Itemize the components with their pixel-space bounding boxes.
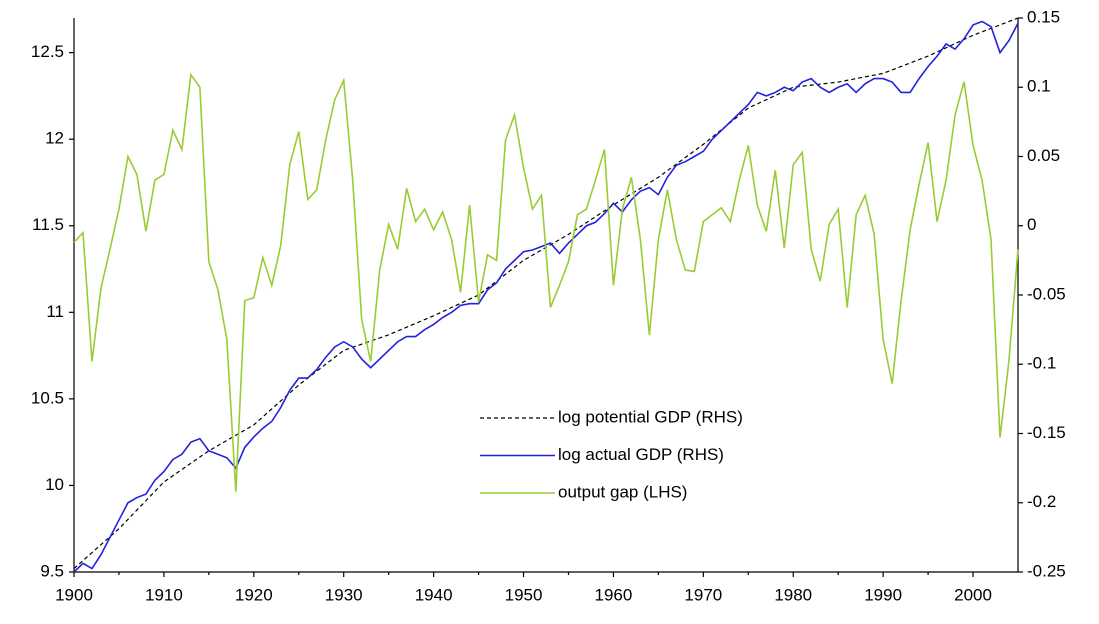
- x-tick-label: 1930: [325, 585, 363, 604]
- x-tick-label: 1940: [415, 585, 453, 604]
- y-tick-label: 12: [45, 129, 64, 148]
- y2-tick-label: -0.05: [1027, 284, 1066, 303]
- x-tick-label: 1950: [505, 585, 543, 604]
- x-tick-label: 1980: [774, 585, 812, 604]
- y-tick-label: 11.5: [32, 215, 64, 234]
- x-tick-label: 1910: [145, 585, 183, 604]
- y-tick-label: 10.5: [31, 388, 64, 407]
- y2-tick-label: -0.2: [1027, 492, 1056, 511]
- series-line: [73, 72, 1019, 492]
- y-tick-label: 11: [46, 302, 64, 321]
- legend-label: log potential GDP (RHS): [558, 407, 743, 426]
- series-line: [73, 17, 1019, 569]
- x-tick-label: 1970: [684, 585, 722, 604]
- y2-tick-label: -0.1: [1027, 354, 1056, 373]
- legend-label: log actual GDP (RHS): [558, 445, 724, 464]
- y2-tick-label: 0.15: [1027, 7, 1060, 26]
- y-tick-label: 10: [45, 475, 64, 494]
- y2-tick-label: -0.25: [1027, 561, 1066, 580]
- x-tick-label: 1990: [864, 585, 902, 604]
- x-tick-label: 2000: [954, 585, 992, 604]
- y-tick-label: 12.5: [31, 42, 64, 61]
- y2-tick-label: 0.1: [1027, 77, 1051, 96]
- series-line: [73, 20, 1019, 573]
- x-tick-label: 1900: [55, 585, 93, 604]
- y2-tick-label: 0: [1027, 215, 1036, 234]
- x-tick-label: 1960: [595, 585, 633, 604]
- x-tick-label: 1920: [235, 585, 273, 604]
- y-tick-label: 9.5: [40, 561, 64, 580]
- legend-label: output gap (LHS): [558, 482, 687, 501]
- y2-tick-label: 0.05: [1027, 146, 1060, 165]
- y2-tick-label: -0.15: [1027, 423, 1066, 442]
